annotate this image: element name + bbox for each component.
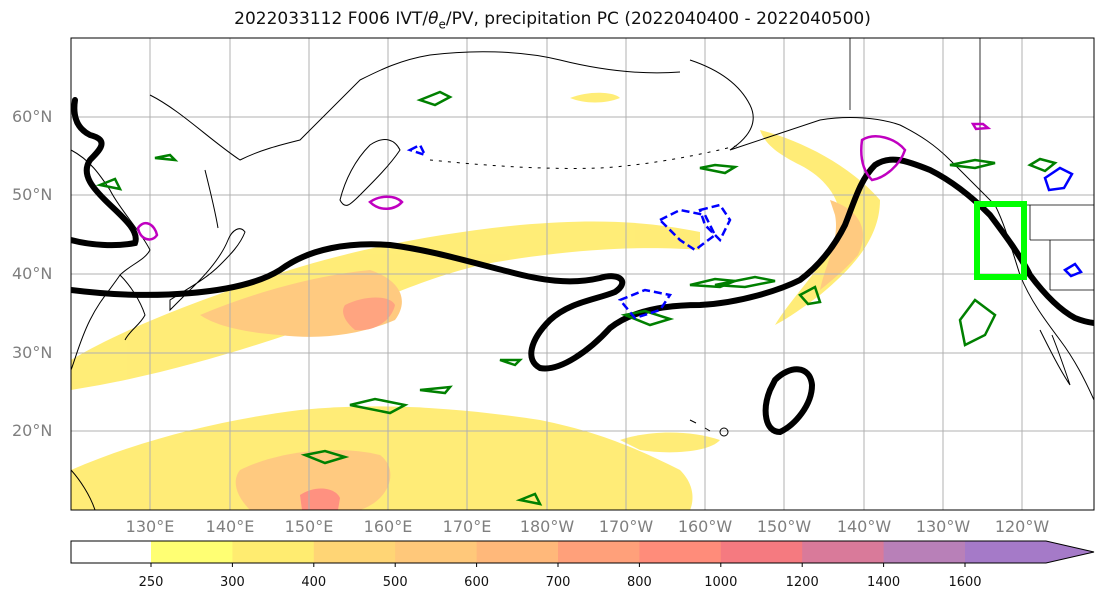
colorbar-label: 1600 <box>948 575 982 590</box>
colorbar-segment <box>313 541 396 563</box>
lon-label: 170°E <box>442 517 492 536</box>
colorbar-segment <box>395 541 478 563</box>
coast-korea <box>119 274 146 341</box>
colorbar-segment <box>802 541 885 563</box>
precip-band-east <box>760 130 880 325</box>
colorbar-label: 800 <box>626 575 652 590</box>
precip-core-south <box>235 450 391 510</box>
coast-aleutians <box>429 144 741 169</box>
target-box <box>974 201 1027 280</box>
lon-label: 150°W <box>756 517 812 536</box>
pv-contours-magenta <box>136 122 992 241</box>
gridlines <box>71 38 1094 510</box>
colorbar-segment <box>720 541 803 563</box>
lon-label: 120°W <box>994 517 1050 536</box>
precip-patch-north <box>570 92 620 103</box>
precip-peak-south <box>300 488 340 510</box>
lat-label: 50°N <box>12 185 53 204</box>
title-theta: θ <box>428 9 439 29</box>
map-title: 2022033112 F006 IVT/θe/PV, precipitation… <box>0 9 1105 31</box>
lon-label: 160°E <box>363 517 413 536</box>
colorbar <box>70 540 1095 567</box>
lon-label: 180°W <box>519 517 575 536</box>
colorbar-label: 600 <box>464 575 490 590</box>
colorbar-label: 300 <box>219 575 245 590</box>
lat-label: 40°N <box>12 264 53 283</box>
colorbar-segment <box>151 541 233 563</box>
colorbar-segment <box>883 541 966 563</box>
us-borders <box>849 38 1094 291</box>
colorbar-label: 1200 <box>785 575 819 590</box>
lon-label: 130°E <box>125 517 175 536</box>
title-theta-sub: e <box>438 17 446 32</box>
pv-contours-blue-solid <box>1043 166 1083 278</box>
lat-label: 20°N <box>12 421 53 440</box>
map-frame <box>70 37 1095 511</box>
coast-sakhalin <box>204 169 219 229</box>
title-suffix: /PV, precipitation PC (2022040400 - 2022… <box>445 9 871 29</box>
coast-siberia <box>149 51 681 161</box>
colorbar-segment <box>232 541 315 563</box>
lon-label: 160°W <box>677 517 733 536</box>
colorbar-segment <box>639 541 722 563</box>
lon-label: 150°E <box>284 517 334 536</box>
colorbar-label: 400 <box>301 575 327 590</box>
lon-label: 140°E <box>205 517 255 536</box>
coast-philippines <box>71 469 96 510</box>
precip-core-east <box>820 200 863 290</box>
coast-kamchatka <box>339 139 401 206</box>
colorbar-label: 1400 <box>867 575 901 590</box>
coast-alaska <box>689 59 951 161</box>
precip-peak-west <box>343 297 395 331</box>
jet-contour <box>71 97 1094 436</box>
colorbar-label: 700 <box>545 575 571 590</box>
jet-main <box>71 156 1094 372</box>
lon-label: 170°W <box>598 517 654 536</box>
precip-patch-hawaii <box>620 432 720 453</box>
lat-label: 60°N <box>12 107 53 126</box>
lat-label: 30°N <box>12 343 53 362</box>
title-prefix: 2022033112 F006 IVT/ <box>234 9 429 29</box>
colorbar-segment <box>558 541 640 563</box>
pv-contours-green <box>95 90 1058 506</box>
coast-baja <box>1039 329 1071 386</box>
colorbar-label: 1000 <box>704 575 738 590</box>
colorbar-label: 500 <box>382 575 408 590</box>
precip-shading <box>71 92 880 510</box>
pv-contours-blue <box>406 143 732 320</box>
jet-west-loop <box>71 97 139 249</box>
colorbar-label: 250 <box>138 575 164 590</box>
colorbar-outline <box>70 540 1095 564</box>
precip-band-west <box>71 221 700 390</box>
colorbar-extend-arrow <box>965 541 1094 563</box>
colorbar-white-segment <box>71 541 151 563</box>
lon-label: 140°W <box>836 517 892 536</box>
lon-label: 130°W <box>915 517 971 536</box>
jet-hawaii-loop <box>762 366 816 436</box>
coast-hawaii <box>689 419 729 437</box>
colorbar-segment <box>476 541 559 563</box>
